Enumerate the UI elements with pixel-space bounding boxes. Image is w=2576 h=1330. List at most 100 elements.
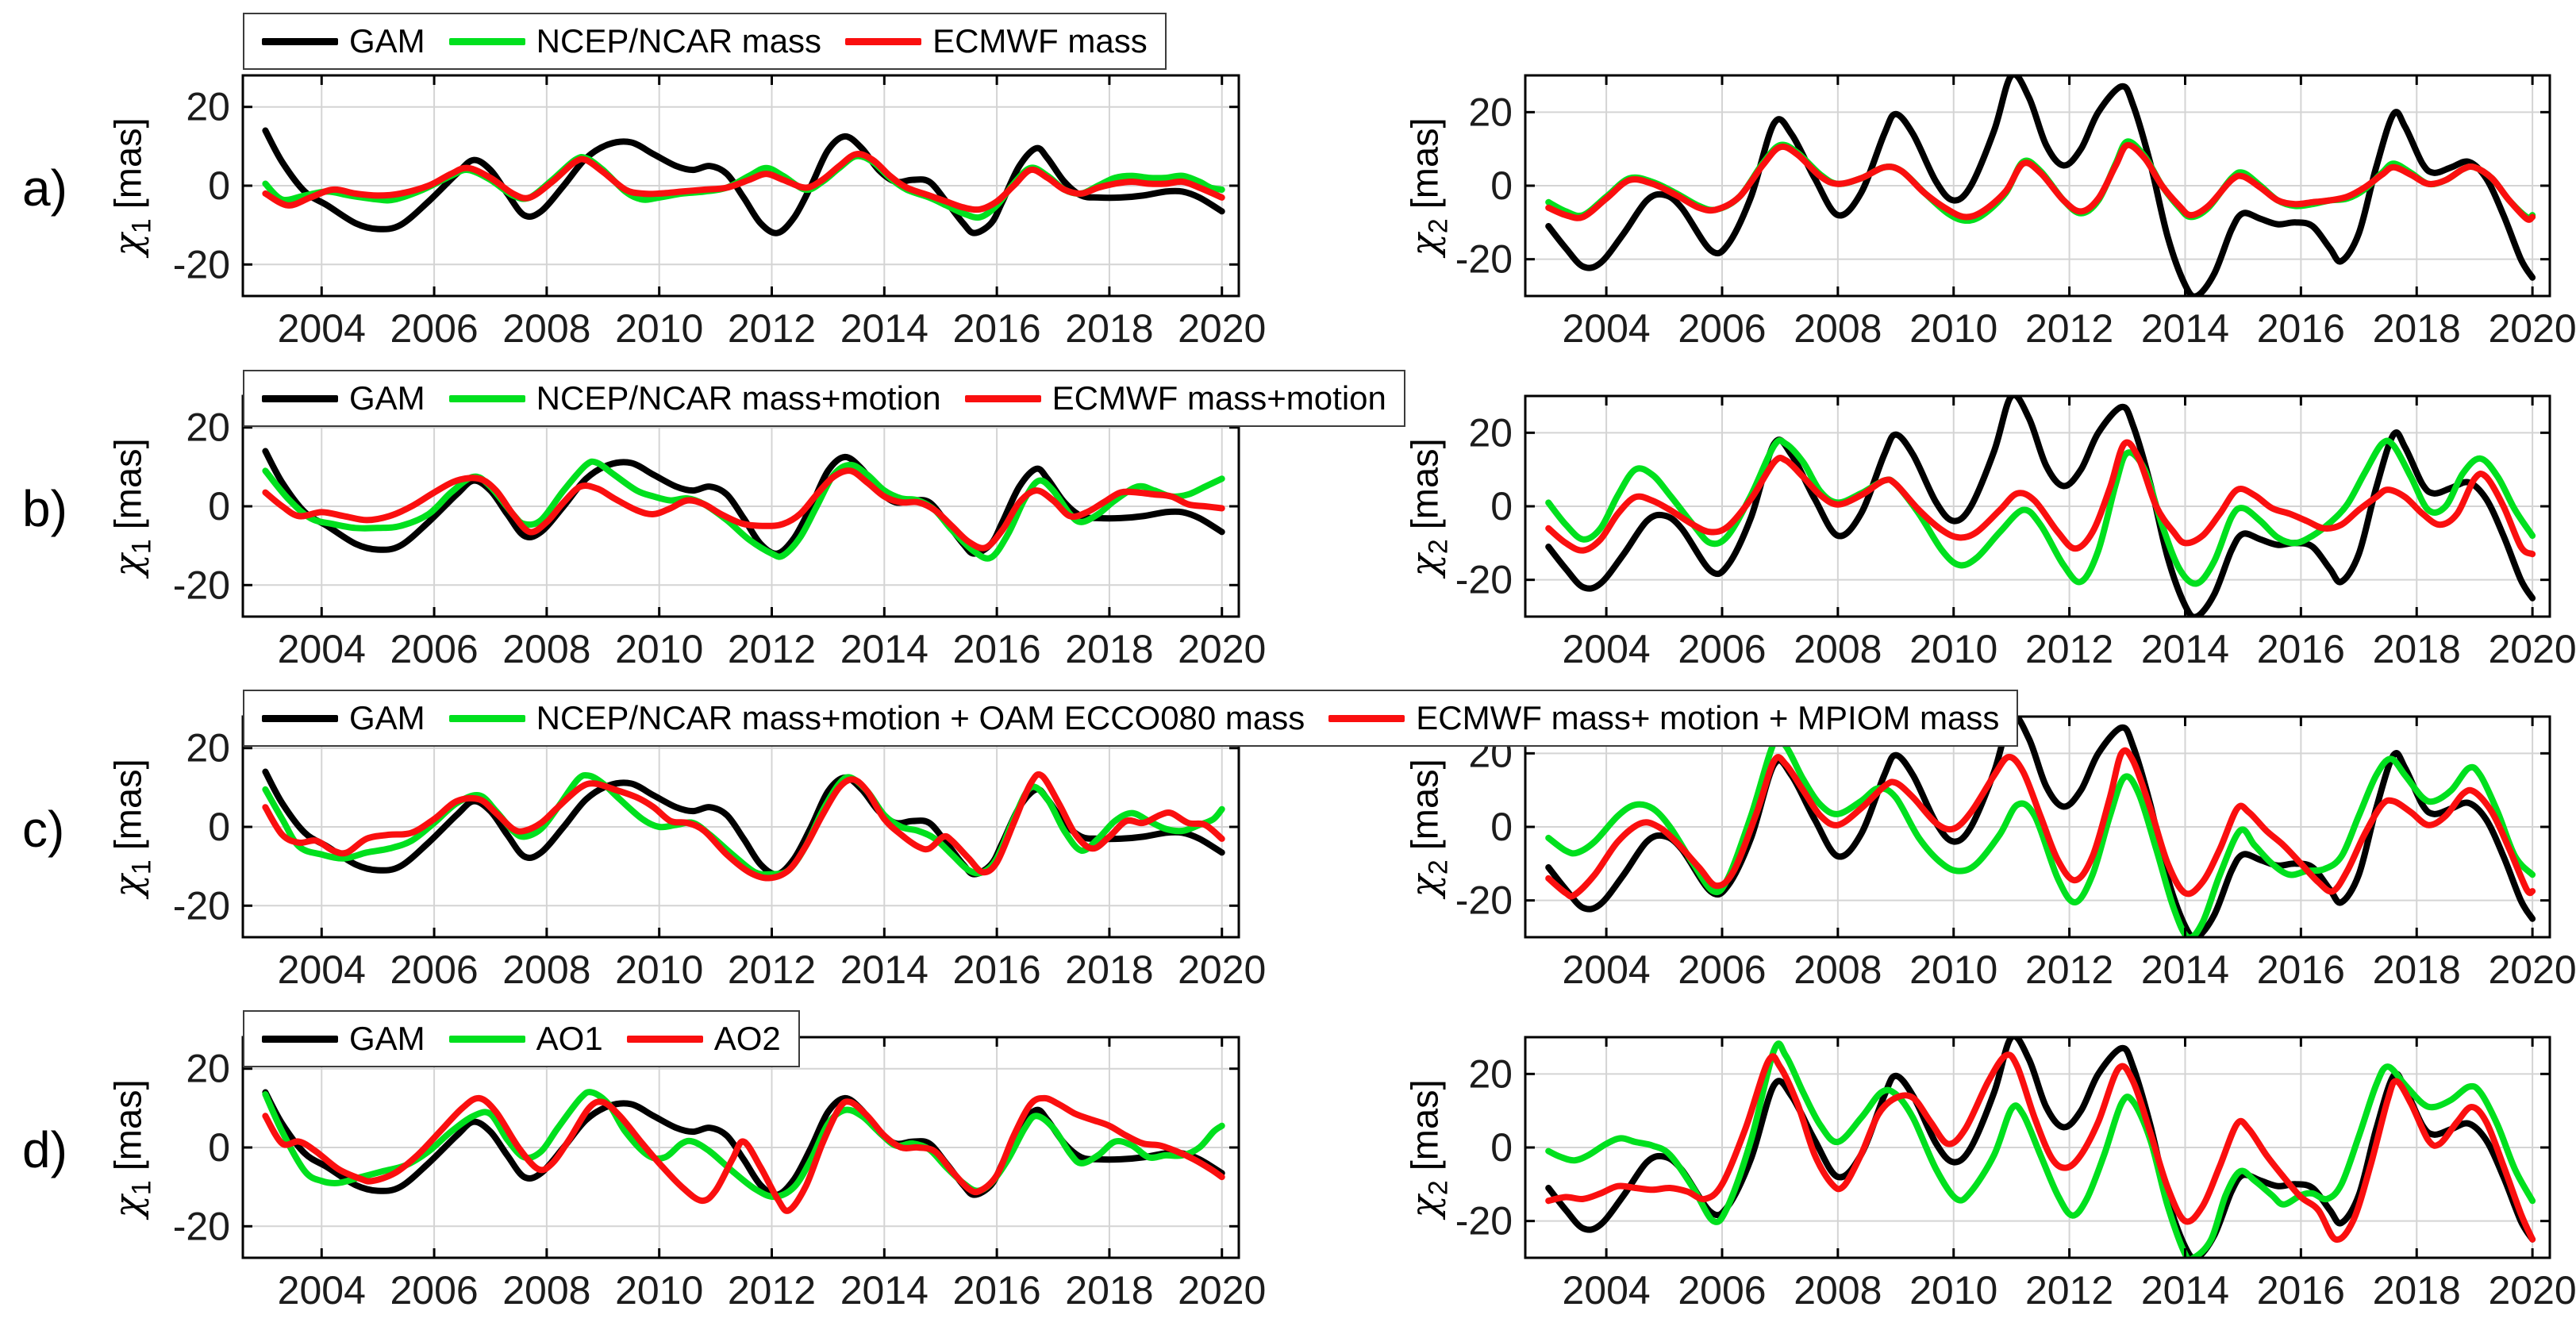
- y-tick-label: 0: [1490, 163, 1513, 208]
- x-tick-label: 2014: [2141, 306, 2229, 351]
- x-tick-label: 2020: [2489, 627, 2576, 671]
- x-tick-label: 2008: [502, 1268, 590, 1313]
- legend-label: GAM: [349, 379, 425, 417]
- x-tick-label: 2010: [615, 306, 703, 351]
- panel-a-left: 2004 2006 2008 2010 2012 2014 2016 2018 2020200-…: [173, 74, 1266, 351]
- legend-label: ECMWF mass+ motion + MPIOM mass: [1416, 699, 2000, 736]
- legend-line-swatch-black: [262, 714, 338, 722]
- x-tick-label: 2020: [1178, 948, 1266, 992]
- ylabel-chi1-row-b: χ1[mas]: [106, 438, 157, 577]
- x-tick-label: 2012: [728, 627, 816, 671]
- y-tick-label: 0: [208, 484, 230, 529]
- x-tick-label: 2006: [1678, 627, 1766, 671]
- series-black-b-right: [1545, 396, 2536, 617]
- x-tick-label: 2018: [1065, 627, 1153, 671]
- x-tick-label: 2014: [840, 306, 929, 351]
- legend-row-c: GAM NCEP/NCAR mass+motion + OAM ECCO080 m…: [243, 690, 2019, 747]
- x-tick-label: 2014: [2141, 1268, 2229, 1313]
- x-tick-label: 2020: [2489, 948, 2576, 992]
- legend-entry: ECMWF mass: [845, 22, 1148, 60]
- x-tick-label: 2006: [390, 1268, 478, 1313]
- legend-entry: GAM: [262, 699, 425, 737]
- x-tick-label: 2014: [2141, 627, 2229, 671]
- legend-line-swatch-green: [448, 714, 525, 722]
- legend-entry: ECMWF mass+ motion + MPIOM mass: [1328, 699, 1999, 737]
- legend-entry: NCEP/NCAR mass+motion + OAM ECCO080 mass: [448, 699, 1305, 737]
- x-tick-label: 2004: [1562, 627, 1650, 671]
- x-tick-label: 2018: [1065, 948, 1153, 992]
- x-tick-label: 2012: [728, 306, 816, 351]
- ylabel-chi1-row-c: χ1[mas]: [106, 759, 157, 898]
- panel-b-left: 2004 2006 2008 2010 2012 2014 2016 2018 2020200-…: [173, 394, 1266, 671]
- y-tick-label: 20: [186, 726, 230, 771]
- x-tick-label: 2016: [952, 627, 1040, 671]
- legend-line-swatch-green: [448, 1035, 525, 1043]
- legend-label: AO2: [713, 1020, 781, 1057]
- x-tick-label: 2016: [2257, 948, 2345, 992]
- y-tick-label: 20: [1468, 90, 1513, 134]
- x-tick-label: 2008: [502, 948, 590, 992]
- legend-line-swatch-red: [626, 1035, 703, 1043]
- legend-entry: ECMWF mass+motion: [964, 379, 1386, 417]
- x-tick-label: 2018: [2373, 627, 2461, 671]
- x-tick-label: 2018: [2373, 1268, 2461, 1313]
- legend-entry: GAM: [262, 379, 425, 417]
- x-tick-label: 2020: [2489, 1268, 2576, 1313]
- x-tick-label: 2012: [2025, 306, 2113, 351]
- ylabel-chi2-row-d: χ2[mas]: [1403, 1079, 1454, 1218]
- x-tick-label: 2018: [1065, 306, 1153, 351]
- series-red-a-right: [1545, 141, 2536, 223]
- x-tick-label: 2016: [2257, 306, 2345, 351]
- legend-label: NCEP/NCAR mass: [536, 22, 822, 60]
- x-tick-label: 2006: [390, 306, 478, 351]
- series-red-a-left: [262, 151, 1225, 213]
- x-tick-label: 2004: [1562, 948, 1650, 992]
- y-tick-label: -20: [173, 563, 230, 607]
- x-tick-label: 2006: [1678, 948, 1766, 992]
- x-tick-label: 2010: [1909, 948, 1997, 992]
- y-tick-label: 0: [208, 163, 230, 208]
- y-tick-label: 20: [1468, 1051, 1513, 1096]
- x-tick-label: 2006: [1678, 1268, 1766, 1313]
- y-tick-label: 0: [208, 805, 230, 849]
- x-tick-label: 2020: [2489, 306, 2576, 351]
- legend-entry: GAM: [262, 1020, 425, 1058]
- panel-a-right: 2004 2006 2008 2010 2012 2014 2016 2018 2020200-…: [1455, 74, 2576, 351]
- x-tick-label: 2008: [1794, 627, 1882, 671]
- series-red-c-left: [262, 771, 1225, 882]
- panel-b-right: 2004 2006 2008 2010 2012 2014 2016 2018 2020200-…: [1455, 394, 2576, 671]
- x-tick-label: 2008: [502, 306, 590, 351]
- x-tick-label: 2018: [1065, 1268, 1153, 1313]
- legend-label: GAM: [349, 22, 425, 60]
- x-tick-label: 2008: [502, 627, 590, 671]
- legend-label: ECMWF mass: [932, 22, 1148, 60]
- series-black-a-left: [262, 127, 1225, 236]
- panel-d-right: 2004 2006 2008 2010 2012 2014 2016 2018 2020200-…: [1455, 1036, 2576, 1313]
- x-tick-label: 2010: [1909, 1268, 1997, 1313]
- legend-entry: NCEP/NCAR mass+motion: [448, 379, 941, 417]
- x-tick-label: 2010: [615, 1268, 703, 1313]
- x-tick-label: 2016: [952, 306, 1040, 351]
- x-tick-label: 2012: [728, 1268, 816, 1313]
- x-tick-label: 2010: [1909, 306, 1997, 351]
- x-tick-label: 2018: [2373, 306, 2461, 351]
- legend-line-swatch-black: [262, 394, 338, 402]
- series-red-b-left: [262, 467, 1225, 552]
- chi-symbol: χ: [106, 1195, 151, 1218]
- legend-line-swatch-black: [262, 1035, 338, 1043]
- x-tick-label: 2004: [278, 948, 366, 992]
- row-label-a: a): [22, 160, 67, 217]
- y-tick-label: 0: [1490, 805, 1513, 849]
- y-tick-label: -20: [173, 1204, 230, 1248]
- legend-line-swatch-green: [448, 37, 525, 45]
- y-tick-label: -20: [173, 242, 230, 286]
- series-green-c-right: [1545, 733, 2536, 937]
- y-tick-label: 0: [1490, 484, 1513, 529]
- series-green-d-left: [262, 1089, 1225, 1201]
- row-label-c: c): [22, 801, 65, 858]
- x-tick-label: 2004: [278, 306, 366, 351]
- y-tick-label: 0: [1490, 1125, 1513, 1170]
- legend-entry: GAM: [262, 22, 425, 60]
- ylabel-chi1-row-a: χ1[mas]: [106, 117, 157, 256]
